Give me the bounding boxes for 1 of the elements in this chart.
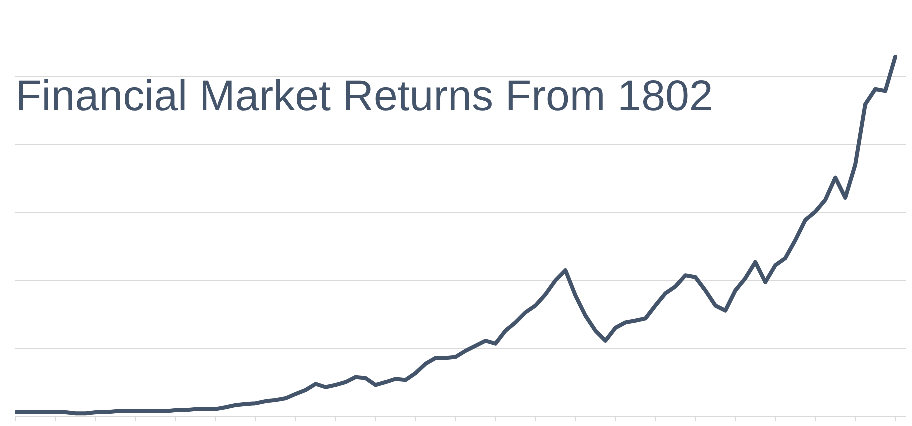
chart-title: Financial Market Returns From 1802 [16, 72, 714, 120]
